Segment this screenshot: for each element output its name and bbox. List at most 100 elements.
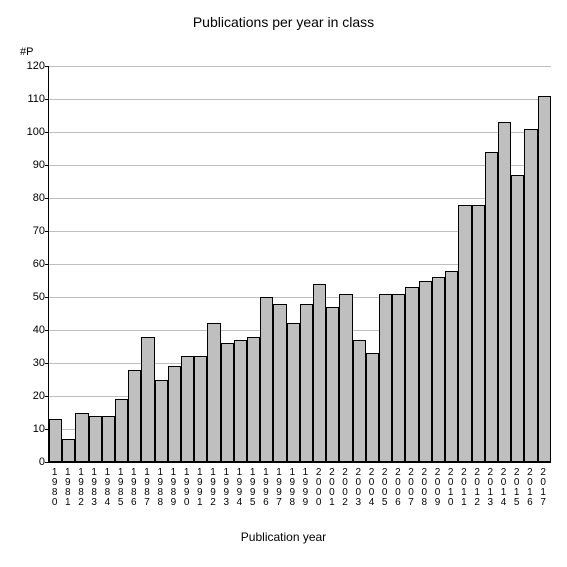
bar-slot	[524, 66, 537, 462]
ytick-label: 120	[27, 60, 45, 72]
bar-slot	[260, 66, 273, 462]
xtick-label: 2014	[497, 468, 510, 508]
bar	[207, 323, 220, 462]
xtick-label: 2007	[404, 468, 417, 508]
bar	[194, 356, 207, 462]
bar-slot	[419, 66, 432, 462]
bar	[472, 205, 485, 462]
xtick-label: 2005	[378, 468, 391, 508]
bar-slot	[379, 66, 392, 462]
ytick-label: 20	[33, 390, 45, 402]
xtick-label: 2003	[352, 468, 365, 508]
ytick-label: 70	[33, 225, 45, 237]
bar	[89, 416, 102, 462]
bar-slot	[89, 66, 102, 462]
xtick-label: 2016	[523, 468, 536, 508]
xtick-label: 1990	[180, 468, 193, 508]
bar	[339, 294, 352, 462]
xtick-label: 2015	[510, 468, 523, 508]
x-axis-labels: 1980198119821983198419851986198719881989…	[48, 468, 550, 508]
bar	[75, 413, 88, 463]
xtick-label: 1992	[206, 468, 219, 508]
bar-slot	[498, 66, 511, 462]
bar-slot	[62, 66, 75, 462]
bar-slot	[168, 66, 181, 462]
bar-slot	[432, 66, 445, 462]
bar	[181, 356, 194, 462]
bar-slot	[366, 66, 379, 462]
xtick-label: 1993	[220, 468, 233, 508]
ytick-label: 30	[33, 357, 45, 369]
bars-group	[49, 66, 551, 462]
bar-slot	[234, 66, 247, 462]
xtick-label: 2008	[418, 468, 431, 508]
bar	[538, 96, 551, 462]
bar-slot	[287, 66, 300, 462]
bar-slot	[194, 66, 207, 462]
xtick-label: 2017	[537, 468, 550, 508]
bar-slot	[141, 66, 154, 462]
bar-slot	[221, 66, 234, 462]
bar	[49, 419, 62, 462]
ytick-label: 100	[27, 126, 45, 138]
bar-slot	[313, 66, 326, 462]
xtick-label: 1989	[167, 468, 180, 508]
bar-slot	[300, 66, 313, 462]
bar	[379, 294, 392, 462]
ytick-label: 10	[33, 423, 45, 435]
bar-slot	[102, 66, 115, 462]
xtick-label: 1996	[259, 468, 272, 508]
bar-slot	[273, 66, 286, 462]
bar-slot	[326, 66, 339, 462]
xtick-label: 1998	[286, 468, 299, 508]
plot-area: 0102030405060708090100110120	[48, 66, 551, 463]
bar-slot	[128, 66, 141, 462]
xtick-label: 1980	[48, 468, 61, 508]
xtick-label: 1994	[233, 468, 246, 508]
chart-title: Publications per year in class	[0, 14, 567, 30]
bar-slot	[392, 66, 405, 462]
chart-container: Publications per year in class #P 010203…	[0, 0, 567, 567]
xtick-label: 1984	[101, 468, 114, 508]
ytick-label: 110	[27, 93, 45, 105]
bar	[392, 294, 405, 462]
bar-slot	[472, 66, 485, 462]
bar	[511, 175, 524, 462]
bar	[102, 416, 115, 462]
bar	[128, 370, 141, 462]
bar	[353, 340, 366, 462]
xtick-label: 2001	[325, 468, 338, 508]
x-axis-title: Publication year	[0, 530, 567, 544]
bar-slot	[445, 66, 458, 462]
bar	[168, 366, 181, 462]
bar	[287, 323, 300, 462]
bar-slot	[49, 66, 62, 462]
ytick-label: 0	[39, 456, 45, 468]
bar	[313, 284, 326, 462]
bar	[115, 399, 128, 462]
bar-slot	[155, 66, 168, 462]
ytick-label: 90	[33, 159, 45, 171]
xtick-label: 2000	[312, 468, 325, 508]
bar	[326, 307, 339, 462]
ytick-label: 60	[33, 258, 45, 270]
bar-slot	[75, 66, 88, 462]
xtick-label: 2009	[431, 468, 444, 508]
bar-slot	[181, 66, 194, 462]
y-axis-label: #P	[20, 46, 33, 58]
bar-slot	[115, 66, 128, 462]
bar	[366, 353, 379, 462]
bar	[405, 287, 418, 462]
bar	[300, 304, 313, 462]
bar	[221, 343, 234, 462]
xtick-label: 2013	[484, 468, 497, 508]
xtick-label: 2004	[365, 468, 378, 508]
bar	[445, 271, 458, 462]
bar-slot	[458, 66, 471, 462]
xtick-label: 1986	[127, 468, 140, 508]
bar	[432, 277, 445, 462]
bar-slot	[485, 66, 498, 462]
bar-slot	[511, 66, 524, 462]
bar	[260, 297, 273, 462]
bar-slot	[339, 66, 352, 462]
